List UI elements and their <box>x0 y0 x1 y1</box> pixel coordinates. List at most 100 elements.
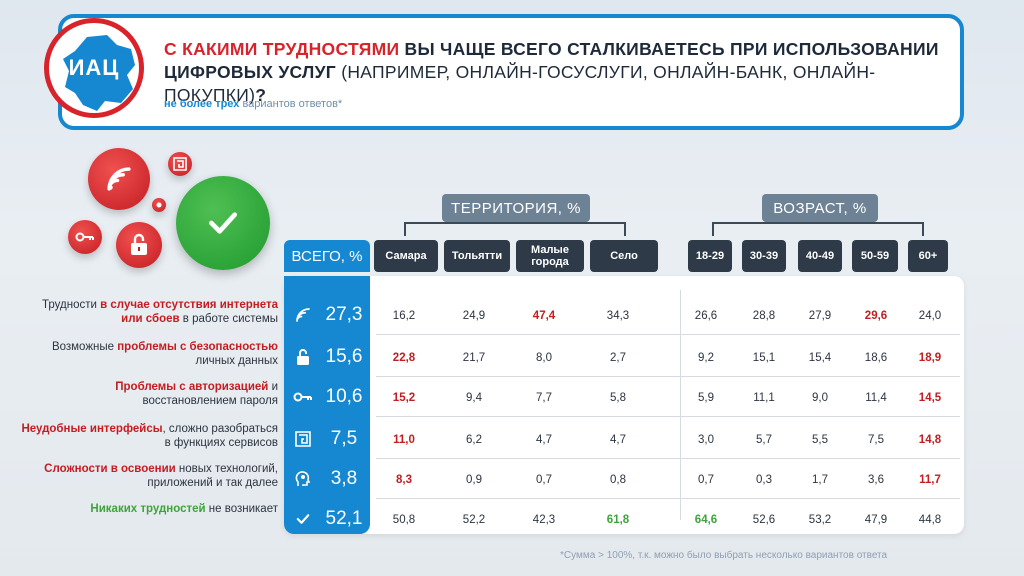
table-cell: 64,6 <box>694 514 718 526</box>
table-cell: 18,9 <box>918 352 942 364</box>
check-deco-icon <box>176 176 270 270</box>
column-header-age-30-39: 30-39 <box>742 240 786 272</box>
logo-text: ИАЦ <box>68 55 120 80</box>
table-cell: 9,4 <box>466 392 482 404</box>
key-icon <box>292 386 314 408</box>
table-cell: 16,2 <box>392 310 416 322</box>
row-label-suffix: и восстановлением пароля <box>142 381 278 407</box>
table-cell: 8,0 <box>536 352 552 364</box>
total-value: 15,6 <box>325 346 363 367</box>
table-cell: 11,4 <box>865 392 887 404</box>
table-cell: 0,7 <box>698 474 714 486</box>
table-cell: 11,1 <box>753 392 775 404</box>
table-cell: 5,5 <box>812 434 828 446</box>
row-label-highlight: Неудобные интерфейсы <box>21 423 163 435</box>
row-label-prefix: Возможные <box>51 341 118 353</box>
table-cell: 4,7 <box>610 434 626 446</box>
total-value: 52,1 <box>325 508 363 529</box>
row-separator <box>376 334 960 335</box>
row-label: Возможные проблемы с безопасностью личны… <box>20 340 278 368</box>
table-group-divider <box>680 290 681 520</box>
table-cell: 15,1 <box>752 352 776 364</box>
table-cell: 0,9 <box>466 474 482 486</box>
table-cell: 8,3 <box>396 474 412 486</box>
row-label-highlight: Сложности в освоении <box>44 463 176 475</box>
table-cell: 44,8 <box>918 514 942 526</box>
table-cell: 0,8 <box>610 474 626 486</box>
row-label-suffix: не возникает <box>205 503 278 515</box>
row-label-prefix: Трудности <box>42 299 101 311</box>
iac-logo: ИАЦ <box>44 18 144 118</box>
maze-icon <box>292 428 314 450</box>
table-cell: 9,0 <box>812 392 828 404</box>
question-title-examples: (НАПРИМЕР, ОНЛАЙН-ГОСУСЛУГИ, ОНЛАЙН-БАНК… <box>164 62 876 105</box>
table-cell: 18,6 <box>864 352 888 364</box>
table-cell: 6,2 <box>466 434 482 446</box>
row-label-suffix: в работе системы <box>179 313 278 325</box>
table-cell: 1,7 <box>812 474 828 486</box>
territory-group-label: ТЕРРИТОРИЯ, % <box>442 194 590 222</box>
table-cell: 0,7 <box>536 474 552 486</box>
table-cell: 24,9 <box>462 310 486 322</box>
lock-icon <box>292 346 314 368</box>
row-label: Проблемы с авторизацией и восстановление… <box>20 380 278 408</box>
age-bracket <box>712 222 924 236</box>
column-header-age-60-plus: 60+ <box>908 240 948 272</box>
region-map-icon <box>63 35 135 111</box>
table-cell: 24,0 <box>918 310 942 322</box>
question-card <box>58 14 964 130</box>
question-title-main: ВЫ ЧАЩЕ ВСЕГО СТАЛКИВАЕТЕСЬ ПРИ ИСПОЛЬЗО… <box>164 39 939 82</box>
question-title: С КАКИМИ ТРУДНОСТЯМИ ВЫ ЧАЩЕ ВСЕГО СТАЛК… <box>164 38 954 107</box>
question-subtitle-bold: не более трех <box>164 98 240 110</box>
age-group-label: ВОЗРАСТ, % <box>762 194 878 222</box>
table-cell: 14,5 <box>918 392 942 404</box>
column-header-age-18-29: 18-29 <box>688 240 732 272</box>
lock-deco-icon <box>116 222 162 268</box>
row-separator <box>376 376 960 377</box>
wifi-deco-icon <box>88 148 150 210</box>
total-column-header: ВСЕГО, % <box>284 240 370 272</box>
question-subtitle: не более трех вариантов ответов* <box>164 98 342 110</box>
maze-deco-icon <box>168 152 192 176</box>
table-cell: 26,6 <box>694 310 718 322</box>
question-title-highlight: С КАКИМИ ТРУДНОСТЯМИ <box>164 39 400 59</box>
gear-deco-icon <box>152 198 166 212</box>
table-cell: 4,7 <box>536 434 552 446</box>
table-cell: 52,2 <box>462 514 486 526</box>
table-cell: 47,9 <box>864 514 888 526</box>
check-icon <box>292 508 314 530</box>
table-cell: 28,8 <box>752 310 776 322</box>
column-header-age-40-49: 40-49 <box>798 240 842 272</box>
results-table <box>284 276 964 534</box>
table-cell: 3,0 <box>698 434 714 446</box>
total-column <box>284 276 370 534</box>
column-header-tolyatti: Тольятти <box>444 240 510 272</box>
table-cell: 11,0 <box>393 434 415 446</box>
territory-bracket <box>404 222 626 236</box>
row-label: Трудности в случае отсутствия интернета … <box>20 298 278 326</box>
table-cell: 11,7 <box>919 474 941 486</box>
column-header-small-towns: Малые города <box>516 240 584 272</box>
row-label-suffix: , сложно разобраться в функциях сервисов <box>162 423 278 449</box>
total-value: 3,8 <box>330 468 358 489</box>
table-cell: 3,6 <box>868 474 884 486</box>
row-label: Неудобные интерфейсы, сложно разобраться… <box>20 422 278 450</box>
table-cell: 22,8 <box>392 352 416 364</box>
question-subtitle-rest: вариантов ответов* <box>239 98 343 110</box>
table-cell: 47,4 <box>532 310 556 322</box>
head-gear-icon <box>292 468 314 490</box>
total-value: 10,6 <box>325 386 363 407</box>
table-cell: 5,7 <box>756 434 772 446</box>
question-title-qmark: ? <box>255 85 267 105</box>
table-cell: 42,3 <box>532 514 556 526</box>
table-cell: 21,7 <box>462 352 486 364</box>
total-value: 7,5 <box>330 428 358 449</box>
row-separator <box>376 458 960 459</box>
table-cell: 2,7 <box>610 352 626 364</box>
table-cell: 5,9 <box>698 392 714 404</box>
column-header-samara: Самара <box>374 240 438 272</box>
row-label-suffix: личных данных <box>195 355 278 367</box>
table-cell: 14,8 <box>918 434 942 446</box>
column-header-age-50-59: 50-59 <box>852 240 898 272</box>
table-cell: 7,5 <box>868 434 884 446</box>
